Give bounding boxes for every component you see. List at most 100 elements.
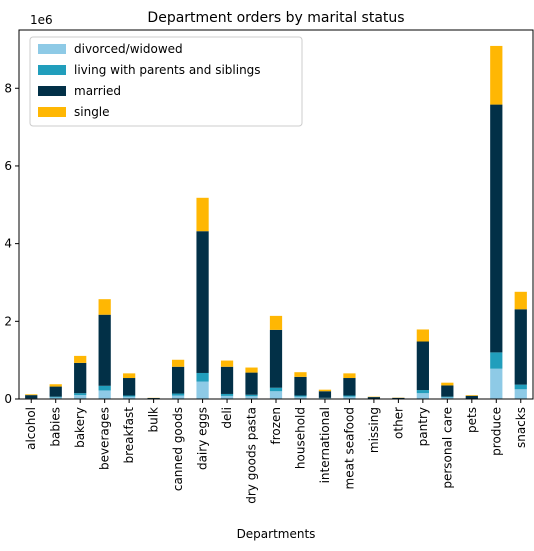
x-tick-label: babies (49, 407, 63, 447)
bar-personal-care-series-2 (441, 385, 453, 396)
bar-bakery-series-0 (74, 395, 86, 399)
bar-pantry-series-0 (417, 393, 429, 399)
y-tick-label: 6 (4, 159, 12, 173)
legend-entry: divorced/widowed (74, 42, 183, 56)
bar-babies-series-1 (50, 397, 62, 398)
y-tick-labels: 0 2 4 6 8 (4, 81, 12, 406)
bar-dairy-eggs-series-0 (196, 382, 208, 399)
bar-babies-series-2 (50, 387, 62, 397)
bar-household-series-3 (294, 372, 306, 377)
bar-personal-care-series-3 (441, 383, 453, 386)
bar-bakery-series-1 (74, 393, 86, 395)
bar-snacks-series-3 (515, 292, 527, 309)
bar-produce-series-2 (490, 105, 502, 353)
bar-dairy-eggs-series-3 (196, 198, 208, 231)
bar-deli-series-3 (221, 361, 233, 367)
bar-pantry-series-3 (417, 329, 429, 341)
x-tick-label: personal care (440, 407, 454, 489)
bar-canned-goods-series-2 (172, 367, 184, 394)
bar-babies-series-3 (50, 384, 62, 386)
bar-breakfast-series-2 (123, 378, 135, 395)
x-tick-label: frozen (269, 407, 283, 445)
bar-snacks-series-2 (515, 309, 527, 384)
bar-beverages-series-3 (99, 299, 111, 315)
bar-household-series-1 (294, 396, 306, 397)
bar-personal-care-series-1 (441, 397, 453, 398)
bar-breakfast-series-3 (123, 373, 135, 378)
bar-dairy-eggs-series-2 (196, 231, 208, 373)
x-tick-label: dairy eggs (196, 407, 210, 470)
bar-snacks-series-0 (515, 389, 527, 399)
bar-pantry-series-1 (417, 390, 429, 393)
bar-frozen-series-2 (270, 330, 282, 388)
bar-frozen-series-3 (270, 316, 282, 330)
x-axis-label: Departments (237, 527, 316, 541)
bar-dry-goods-pasta-series-3 (245, 368, 257, 373)
x-tick-label: international (318, 407, 332, 483)
x-tick-label: household (293, 407, 307, 469)
bar-bakery-series-3 (74, 356, 86, 363)
bar-snacks-series-1 (515, 385, 527, 390)
bar-breakfast-series-1 (123, 396, 135, 397)
y-tick-label: 0 (4, 392, 12, 406)
bar-dry-goods-pasta-series-1 (245, 395, 257, 397)
y-tick-label: 2 (4, 314, 12, 328)
legend-swatch (38, 44, 66, 54)
legend: divorced/widowed living with parents and … (30, 37, 302, 126)
x-tick-label: pantry (416, 407, 430, 446)
bar-frozen-series-0 (270, 391, 282, 399)
legend-entry: living with parents and siblings (74, 63, 261, 77)
bar-canned-goods-series-3 (172, 360, 184, 367)
bar-beverages-series-2 (99, 315, 111, 386)
x-tick-label: deli (220, 407, 234, 429)
bar-beverages-series-0 (99, 390, 111, 399)
x-tick-label: breakfast (122, 407, 136, 464)
bar-meat-seafood-series-2 (343, 378, 355, 395)
x-tick-label: missing (367, 407, 381, 453)
x-tick-labels: alcohol babies bakery beverages breakfast bul… (24, 407, 528, 504)
bar-international-series-2 (319, 391, 331, 398)
bar-pantry-series-2 (417, 342, 429, 391)
legend-swatch (38, 65, 66, 75)
bar-deli-series-1 (221, 394, 233, 396)
bar-canned-goods-series-1 (172, 394, 184, 396)
bar-alcohol-series-2 (25, 395, 37, 398)
y-tick-label: 4 (4, 237, 12, 251)
x-tick-label: beverages (98, 407, 112, 470)
legend-entry: single (74, 105, 110, 119)
bar-produce-series-0 (490, 369, 502, 399)
bar-produce-series-1 (490, 352, 502, 368)
x-tick-label: dry goods pasta (245, 407, 259, 504)
bar-beverages-series-1 (99, 386, 111, 391)
legend-entry: married (74, 84, 121, 98)
x-tick-label: bakery (73, 407, 87, 448)
bar-international-series-3 (319, 390, 331, 392)
bar-canned-goods-series-0 (172, 396, 184, 400)
bar-pets-series-2 (466, 396, 478, 399)
x-tick-label: produce (489, 407, 503, 456)
bar-frozen-series-1 (270, 388, 282, 392)
bar-pets-series-3 (466, 395, 478, 396)
bar-dry-goods-pasta-series-2 (245, 373, 257, 395)
chart-title: Department orders by marital status (147, 10, 404, 26)
bar-dairy-eggs-series-1 (196, 373, 208, 382)
x-tick-label: meat seafood (342, 407, 356, 489)
bar-meat-seafood-series-1 (343, 396, 355, 397)
bar-missing-series-2 (368, 397, 380, 399)
bar-meat-seafood-series-3 (343, 373, 355, 378)
x-tick-label: snacks (514, 407, 528, 448)
bar-bakery-series-2 (74, 363, 86, 393)
x-tick-label: canned goods (171, 407, 185, 491)
x-tick-label: bulk (147, 407, 161, 433)
y-tick-label: 8 (4, 81, 12, 95)
legend-swatch (38, 107, 66, 117)
x-tick-label: pets (465, 407, 479, 433)
bar-deli-series-2 (221, 367, 233, 394)
bar-household-series-2 (294, 377, 306, 396)
bar-alcohol-series-3 (25, 394, 37, 395)
legend-swatch (38, 86, 66, 96)
x-tick-label: alcohol (24, 407, 38, 450)
y-axis-scale-label: 1e6 (30, 13, 53, 27)
x-tick-label: other (391, 407, 405, 439)
